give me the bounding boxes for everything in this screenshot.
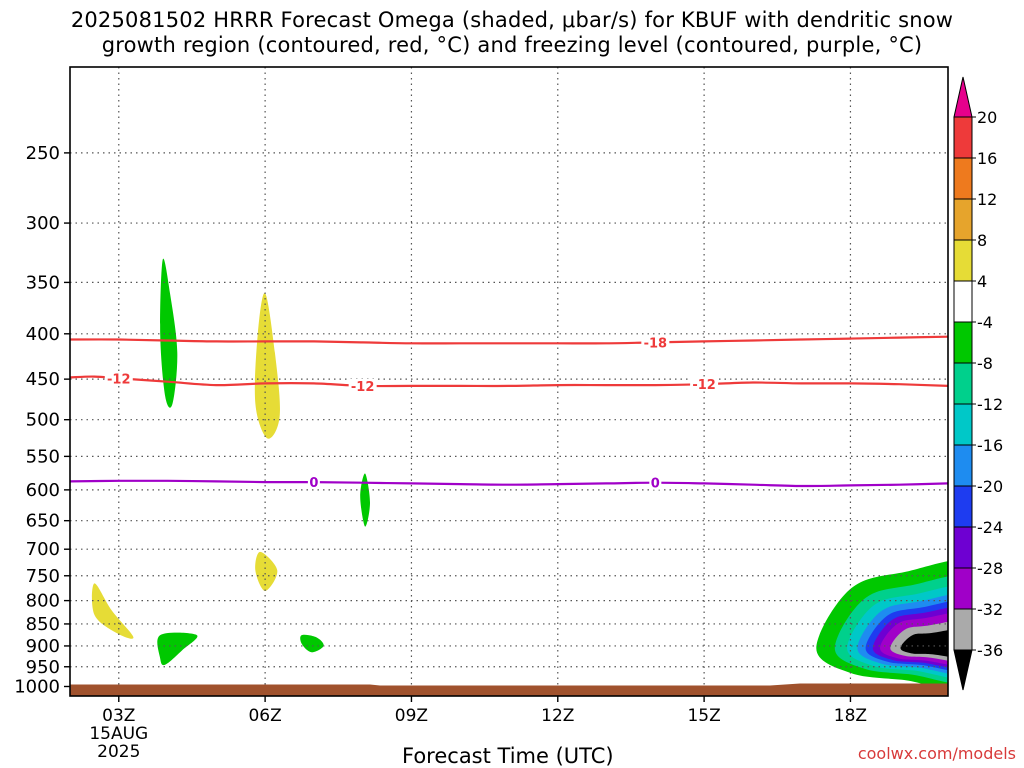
y-tick-label-300: 300 — [26, 213, 60, 234]
colorbar-label-20: 20 — [977, 108, 997, 127]
y-tick-label-500: 500 — [26, 410, 60, 431]
omega-feature-1 — [160, 258, 178, 408]
y-tick-label-450: 450 — [26, 369, 60, 390]
y-tick-label-950: 950 — [26, 657, 60, 678]
dendritic-contour-label--12: -12 — [107, 372, 131, 387]
x-tick-label-15Z: 15Z — [687, 706, 720, 726]
dendritic-contour-label--12: -12 — [351, 380, 375, 395]
omega-core-band-9 — [900, 630, 948, 657]
dendritic-label-bg — [104, 371, 133, 386]
colorbar-band-8-4 — [953, 239, 973, 282]
colorbar-label-12: 12 — [977, 190, 997, 209]
contours: -18 -12 -12 -12 0 0 — [70, 335, 948, 492]
freezing-contour-label-0: 0 — [651, 477, 660, 492]
colorbar-band-20-16 — [953, 116, 973, 159]
freezing-contour-label-0: 0 — [309, 476, 318, 491]
colorbar-band--4--8 — [953, 321, 973, 364]
y-tick-label-850: 850 — [26, 614, 60, 635]
omega-feature-6 — [157, 632, 198, 666]
colorbar: 20 16 12 8 4 -4 -8 -12 -16 -20 -24 -28 -32 -36 — [953, 76, 1003, 691]
y-tick-label-750: 750 — [26, 566, 60, 587]
credit-text: coolwx.com/models — [857, 744, 1016, 763]
x-tick-label-12Z: 12Z — [541, 706, 574, 726]
colorbar-label--16: -16 — [977, 436, 1003, 455]
colorbar-label--20: -20 — [977, 477, 1003, 496]
y-tick-label-1000: 1000 — [14, 676, 60, 697]
y-tick-label-400: 400 — [26, 324, 60, 345]
y-tick-label-600: 600 — [26, 480, 60, 501]
colorbar-label--28: -28 — [977, 559, 1003, 578]
colorbar-under-triangle — [953, 649, 973, 691]
omega-feature-2 — [254, 292, 280, 439]
x-axis-label: Forecast Time (UTC) — [402, 744, 614, 768]
x-tick-label-09Z: 09Z — [395, 706, 428, 726]
colorbar-label--24: -24 — [977, 518, 1003, 537]
colorbar-band-16-12 — [953, 157, 973, 200]
dendritic-label-bg — [641, 335, 670, 350]
y-tick-label-350: 350 — [26, 272, 60, 293]
colorbar-band--28--32 — [953, 567, 973, 610]
grid — [70, 67, 948, 696]
y-tick-label-700: 700 — [26, 539, 60, 560]
y-tick-label-250: 250 — [26, 143, 60, 164]
dendritic-contour-label--18: -18 — [644, 336, 668, 351]
colorbar-band-4--4 — [953, 280, 973, 323]
freezing-label-bg — [307, 475, 320, 490]
x-tick-label-18Z: 18Z — [834, 706, 867, 726]
colorbar-over-triangle — [953, 76, 973, 118]
x-tick-date: 15AUG — [89, 724, 148, 744]
x-tick-label-03Z: 03Z — [102, 706, 135, 726]
dendritic-contour-label--12: -12 — [692, 378, 716, 393]
colorbar-band--32--36 — [953, 608, 973, 651]
y-tick-label-550: 550 — [26, 446, 60, 467]
y-axis: 2503003504004505005506006507007508008509… — [14, 143, 70, 697]
dendritic-label-bg — [348, 378, 377, 393]
plot-border — [69, 66, 949, 697]
colorbar-label--4: -4 — [977, 313, 993, 332]
chart-title-line1: 2025081502 HRRR Forecast Omega (shaded, … — [70, 8, 954, 32]
colorbar-band--8--12 — [953, 362, 973, 405]
colorbar-band-12-8 — [953, 198, 973, 241]
omega-feature-7 — [300, 634, 324, 653]
omega-feature-3 — [360, 473, 370, 527]
dendritic-contour--18 — [70, 335, 948, 345]
colorbar-label-4: 4 — [977, 272, 987, 291]
colorbar-band--20--24 — [953, 485, 973, 528]
x-tick-label-06Z: 06Z — [248, 706, 281, 726]
freezing-label-bg — [649, 475, 662, 490]
freezing-contour-0 — [70, 479, 948, 488]
colorbar-label--32: -32 — [977, 600, 1003, 619]
x-tick-year: 2025 — [97, 742, 140, 762]
y-tick-label-650: 650 — [26, 511, 60, 532]
colorbar-label-8: 8 — [977, 231, 987, 250]
terrain — [70, 683, 948, 696]
y-tick-label-800: 800 — [26, 591, 60, 612]
plot-frame — [69, 66, 949, 697]
colorbar-label--8: -8 — [977, 354, 993, 373]
colorbar-label--36: -36 — [977, 641, 1003, 660]
chart-title-line2: growth region (contoured, red, °C) and f… — [101, 33, 923, 57]
colorbar-label-16: 16 — [977, 149, 997, 168]
colorbar-band--16--20 — [953, 444, 973, 487]
dendritic-label-bg — [690, 377, 719, 392]
omega-feature-5 — [91, 583, 134, 639]
y-tick-label-900: 900 — [26, 636, 60, 657]
colorbar-band--24--28 — [953, 526, 973, 569]
dendritic-contour--12 — [70, 375, 948, 388]
colorbar-label--12: -12 — [977, 395, 1003, 414]
omega-feature-4 — [255, 551, 278, 591]
terrain-fill — [70, 683, 948, 696]
omega-shading — [91, 258, 948, 690]
colorbar-band--12--16 — [953, 403, 973, 446]
